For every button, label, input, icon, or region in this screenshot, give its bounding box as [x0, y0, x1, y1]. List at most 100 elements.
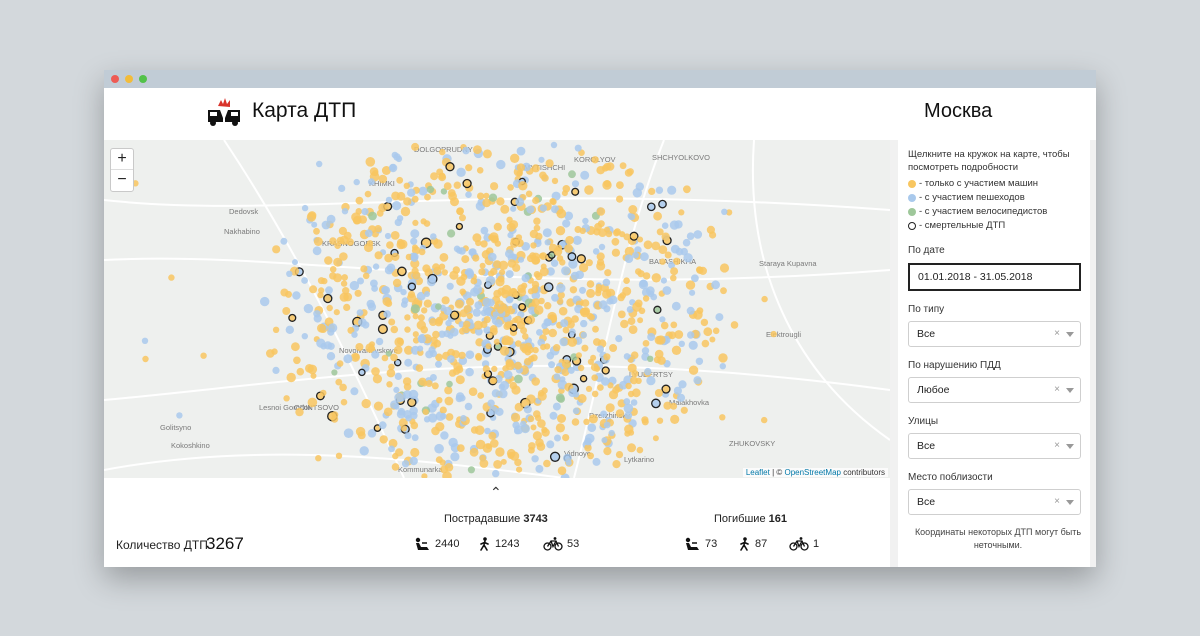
accident-marker[interactable]: [366, 240, 374, 247]
accident-marker[interactable]: [435, 303, 442, 310]
accident-marker[interactable]: [531, 298, 540, 307]
accident-marker[interactable]: [571, 180, 580, 188]
accident-marker[interactable]: [176, 412, 183, 419]
accident-marker[interactable]: [576, 254, 586, 264]
accident-marker[interactable]: [528, 306, 537, 315]
accident-marker[interactable]: [439, 412, 447, 420]
accident-marker[interactable]: [447, 229, 456, 238]
accident-marker[interactable]: [490, 439, 499, 448]
accident-marker[interactable]: [616, 195, 624, 203]
accident-marker[interactable]: [761, 295, 768, 303]
accident-marker[interactable]: [583, 418, 590, 425]
accident-marker[interactable]: [531, 286, 539, 294]
accident-marker[interactable]: [400, 425, 408, 432]
accident-marker[interactable]: [536, 329, 543, 336]
accident-marker[interactable]: [329, 266, 337, 273]
accident-marker[interactable]: [533, 305, 544, 315]
accident-marker[interactable]: [664, 251, 672, 259]
accident-marker[interactable]: [551, 177, 559, 185]
accident-marker[interactable]: [439, 406, 447, 414]
accident-marker[interactable]: [423, 299, 432, 308]
accident-marker[interactable]: [458, 247, 466, 255]
accident-marker[interactable]: [571, 315, 579, 323]
accident-marker[interactable]: [637, 317, 644, 324]
clear-icon[interactable]: ×: [1054, 496, 1060, 507]
accident-marker[interactable]: [485, 443, 492, 450]
accident-marker[interactable]: [351, 331, 358, 338]
accident-marker[interactable]: [459, 309, 468, 318]
accident-marker[interactable]: [582, 217, 589, 225]
accident-marker[interactable]: [683, 253, 693, 263]
accident-marker[interactable]: [637, 270, 645, 278]
accident-marker[interactable]: [385, 196, 393, 204]
accident-marker[interactable]: [280, 237, 288, 245]
accident-marker[interactable]: [381, 286, 389, 294]
accident-marker[interactable]: [351, 212, 361, 222]
accident-marker[interactable]: [401, 460, 410, 468]
accident-marker[interactable]: [658, 245, 668, 254]
accident-marker[interactable]: [577, 394, 587, 403]
accident-marker[interactable]: [412, 313, 419, 320]
accident-marker[interactable]: [612, 460, 621, 469]
accident-marker[interactable]: [551, 293, 559, 302]
accident-marker[interactable]: [667, 185, 677, 195]
accident-marker[interactable]: [623, 403, 634, 414]
accident-marker[interactable]: [605, 230, 613, 238]
accident-marker[interactable]: [446, 282, 454, 290]
accident-marker[interactable]: [577, 364, 585, 372]
accident-marker[interactable]: [606, 297, 614, 305]
accident-marker[interactable]: [674, 330, 684, 339]
accident-marker[interactable]: [462, 178, 472, 189]
accident-marker[interactable]: [601, 437, 608, 444]
accident-marker[interactable]: [636, 446, 644, 454]
accident-marker[interactable]: [460, 415, 467, 422]
accident-marker[interactable]: [293, 356, 301, 365]
accident-marker[interactable]: [515, 238, 524, 248]
accident-marker[interactable]: [659, 316, 666, 323]
accident-marker[interactable]: [393, 345, 403, 355]
accident-marker[interactable]: [581, 344, 589, 352]
accident-marker[interactable]: [309, 285, 318, 294]
accident-marker[interactable]: [619, 292, 627, 299]
accident-marker[interactable]: [630, 351, 639, 359]
accident-marker[interactable]: [637, 236, 644, 243]
accident-marker[interactable]: [420, 218, 427, 225]
accident-marker[interactable]: [358, 318, 367, 327]
accident-marker[interactable]: [301, 333, 308, 340]
accident-marker[interactable]: [493, 460, 502, 469]
accident-marker[interactable]: [686, 306, 695, 315]
accident-marker[interactable]: [544, 318, 552, 327]
accident-marker[interactable]: [676, 393, 686, 402]
accident-marker[interactable]: [624, 424, 634, 434]
accident-marker[interactable]: [703, 327, 713, 337]
accident-marker[interactable]: [562, 185, 571, 193]
accident-marker[interactable]: [288, 313, 297, 322]
accident-marker[interactable]: [461, 255, 470, 264]
accident-marker[interactable]: [651, 273, 661, 283]
accident-marker[interactable]: [584, 444, 592, 452]
accident-marker[interactable]: [609, 344, 618, 352]
accident-marker[interactable]: [490, 182, 499, 191]
accident-marker[interactable]: [531, 164, 540, 173]
accident-marker[interactable]: [418, 248, 426, 256]
accident-marker[interactable]: [515, 197, 525, 207]
accident-marker[interactable]: [466, 312, 473, 320]
accident-marker[interactable]: [379, 435, 388, 444]
accident-marker[interactable]: [355, 196, 364, 205]
accident-marker[interactable]: [561, 266, 571, 276]
accident-marker[interactable]: [495, 407, 504, 416]
accident-marker[interactable]: [447, 355, 455, 363]
accident-marker[interactable]: [511, 412, 521, 423]
accident-marker[interactable]: [497, 306, 504, 314]
accident-marker[interactable]: [626, 168, 634, 176]
accident-marker[interactable]: [339, 292, 349, 302]
accident-marker[interactable]: [418, 377, 427, 386]
accident-marker[interactable]: [663, 401, 672, 410]
accident-marker[interactable]: [594, 365, 601, 372]
accident-marker[interactable]: [549, 411, 558, 420]
accident-marker[interactable]: [548, 328, 557, 338]
accident-marker[interactable]: [485, 343, 492, 350]
accident-marker[interactable]: [630, 399, 638, 406]
accident-marker[interactable]: [648, 187, 656, 195]
accident-marker[interactable]: [546, 267, 555, 276]
